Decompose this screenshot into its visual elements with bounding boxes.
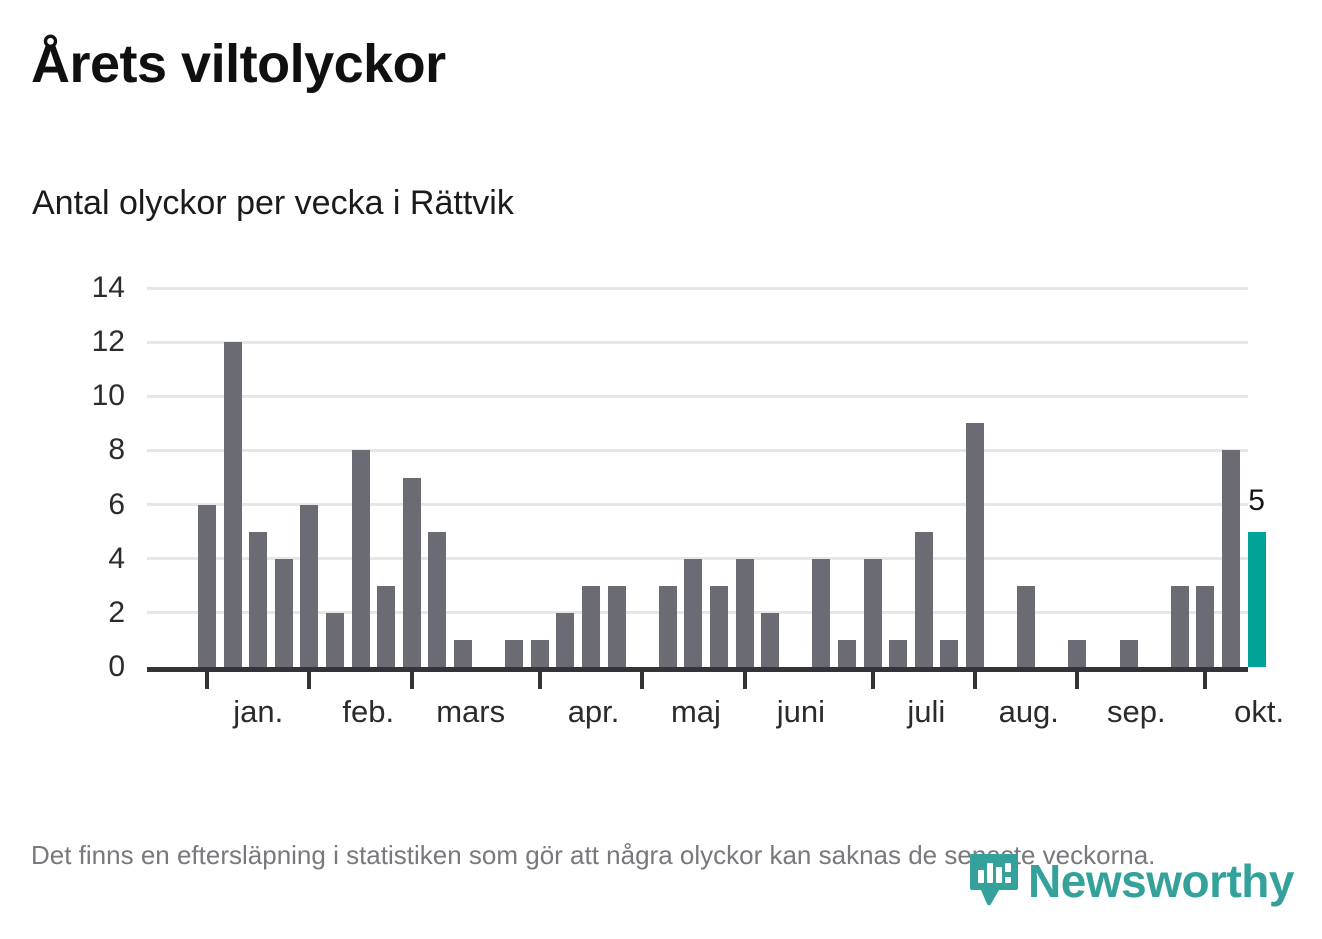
chart-footnote: Det finns en eftersläpning i statistiken… (31, 840, 1156, 870)
gridline (147, 394, 1248, 398)
bar[interactable] (1119, 639, 1138, 667)
bar[interactable] (556, 612, 575, 667)
x-axis-tick (307, 672, 312, 689)
bar[interactable] (223, 342, 242, 667)
bar[interactable] (198, 504, 216, 667)
y-tick-label: 0 (108, 650, 125, 683)
bar-chart: 0 2 4 6 8 10 12 14 5 jan. feb. mars apr. maj juni jul… (0, 262, 1322, 742)
bar-chart-bubble-icon (969, 852, 1019, 910)
bar[interactable] (812, 558, 831, 667)
x-tick-label: apr. (567, 694, 620, 729)
bar[interactable] (377, 585, 396, 667)
y-tick-label: 10 (91, 379, 125, 413)
x-tick-label: juni (776, 694, 826, 729)
x-tick-label: mars (436, 694, 506, 729)
newsworthy-logo[interactable]: Newsworthy (969, 852, 1294, 910)
y-tick-label: 2 (108, 595, 125, 629)
x-tick-label: jan. (233, 694, 284, 729)
gridline (147, 557, 1248, 561)
gridline (147, 286, 1248, 290)
bar-value-label: 5 (1248, 483, 1265, 517)
x-axis-tick (973, 672, 977, 689)
bar[interactable] (966, 423, 984, 667)
bar[interactable] (454, 639, 472, 667)
bar[interactable] (1196, 585, 1215, 667)
bar[interactable] (658, 585, 677, 667)
gridline (147, 503, 1248, 507)
x-tick-label: sep. (1106, 694, 1166, 729)
bar[interactable] (1068, 639, 1087, 667)
bar[interactable] (863, 558, 882, 667)
bar[interactable] (838, 639, 856, 667)
x-axis-tick (1203, 672, 1208, 689)
plot-area: 5 (147, 286, 1266, 667)
bar[interactable] (351, 450, 370, 667)
y-tick-label: 12 (91, 325, 125, 359)
bar[interactable] (710, 585, 728, 667)
bar[interactable] (1017, 585, 1036, 667)
y-tick-label: 8 (108, 433, 125, 467)
bar[interactable] (914, 531, 933, 667)
bar[interactable] (249, 531, 268, 667)
x-axis-tick (870, 672, 875, 689)
bar[interactable] (607, 585, 626, 667)
bar[interactable] (1247, 531, 1266, 667)
bar[interactable] (1222, 450, 1240, 667)
bar[interactable] (582, 585, 600, 667)
page-subtitle: Antal olyckor per vecka i Rättvik (32, 184, 514, 222)
bar[interactable] (940, 639, 959, 667)
gridline (147, 340, 1248, 344)
x-tick-label: okt. (1234, 694, 1285, 729)
bar[interactable] (1170, 585, 1189, 667)
bar[interactable] (428, 531, 447, 667)
bar[interactable] (505, 639, 524, 667)
x-tick-label: feb. (342, 694, 395, 729)
x-axis-tick (537, 672, 542, 689)
bar[interactable] (300, 504, 319, 667)
x-tick-label: aug. (998, 694, 1059, 729)
bar[interactable] (326, 612, 344, 667)
bar[interactable] (274, 558, 293, 667)
bar[interactable] (889, 639, 908, 667)
bar[interactable] (402, 477, 421, 667)
x-axis-line (147, 667, 1248, 672)
y-axis: 0 2 4 6 8 10 12 14 (0, 262, 147, 702)
x-tick-label: maj (670, 694, 721, 729)
x-axis-tick (640, 672, 645, 689)
bar[interactable] (530, 639, 549, 667)
bar[interactable] (684, 558, 703, 667)
x-axis-tick (1075, 672, 1080, 689)
x-tick-label: juli (907, 694, 946, 729)
bar[interactable] (761, 612, 780, 667)
x-axis-tick (742, 672, 747, 689)
bar[interactable] (735, 558, 754, 667)
y-tick-label: 6 (108, 487, 125, 521)
x-axis-tick (205, 672, 209, 689)
x-axis-tick (409, 672, 414, 689)
gridline (147, 448, 1248, 452)
logo-wordmark: Newsworthy (1028, 855, 1294, 907)
y-tick-label: 4 (108, 541, 125, 575)
page-title: Årets viltolyckor (31, 34, 446, 94)
y-tick-label: 14 (91, 271, 125, 304)
